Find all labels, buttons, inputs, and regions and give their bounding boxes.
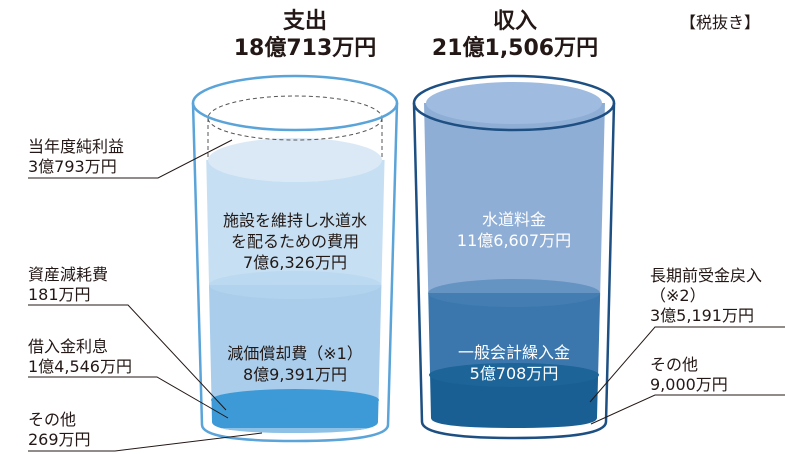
depreciation-label: 減価償却費（※1） 8億9,391万円	[227, 344, 363, 384]
expenditure-total: 18億713万円	[233, 36, 377, 61]
operating-cost-label: 施設を維持し水道水 を配るための費用 7億6,326万円	[222, 211, 367, 272]
revenue-other-label: その他 9,000万円	[650, 355, 728, 394]
tax-note: 【税抜き】	[680, 13, 761, 32]
expenditure-glass	[191, 74, 399, 443]
expenditure-other-label: その他 269万円	[28, 410, 91, 449]
depreciation-segment	[205, 285, 386, 405]
loan-interest-label: 借入金利息 1億4,546万円	[28, 337, 132, 376]
expenditure-glass-rim	[191, 74, 399, 132]
net-profit-label: 当年度純利益 3億793万円	[28, 137, 125, 176]
revenue-glass	[412, 74, 616, 440]
expenditure-title: 支出 18億713万円	[210, 8, 400, 62]
water-fee-label: 水道料金 11億6,607万円	[456, 210, 572, 250]
revenue-title-label: 収入	[492, 9, 537, 34]
asset-depletion-label: 資産減耗費 181万円	[28, 265, 109, 304]
general-account-label: 一般会計繰入金 5億708万円	[457, 343, 570, 383]
revenue-title: 収入 21億1,506万円	[410, 8, 620, 62]
deferred-revenue-label: 長期前受金戻入 （※2） 3億5,191万円	[650, 266, 763, 325]
revenue-total: 21億1,506万円	[431, 36, 599, 61]
revenue-glass-rim	[412, 74, 616, 132]
water-fee-segment	[424, 103, 605, 293]
profit-top-surface	[208, 138, 382, 182]
expenditure-title-label: 支出	[282, 9, 327, 34]
leader-lines	[28, 139, 785, 452]
net-profit-dashed-top	[207, 95, 383, 141]
